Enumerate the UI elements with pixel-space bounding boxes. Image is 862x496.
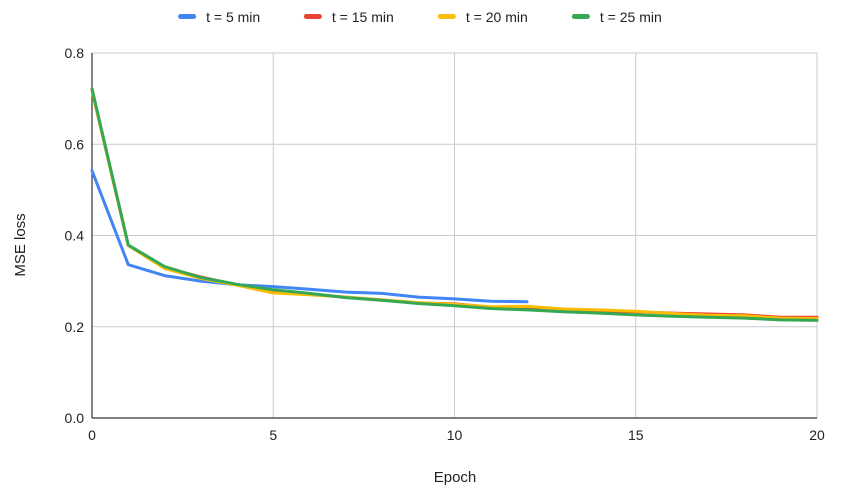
legend-label-3: t = 20 min (466, 9, 528, 25)
axes: 0.0 0.2 0.4 0.6 0.8 0 5 10 15 20 (65, 45, 825, 443)
x-tick-label: 5 (269, 427, 277, 443)
series-line-4 (90, 87, 819, 322)
legend-swatch-3 (437, 14, 456, 19)
grid (92, 52, 818, 418)
x-tick-label: 15 (628, 427, 644, 443)
legend-label-4: t = 25 min (600, 9, 662, 25)
y-tick-label: 0.4 (65, 228, 85, 244)
x-tick-label: 0 (88, 427, 96, 443)
legend-label-2: t = 15 min (332, 9, 394, 25)
y-tick-label: 0.6 (65, 136, 85, 152)
legend-swatch-4 (571, 14, 590, 19)
y-axis-label: MSE loss (12, 213, 29, 276)
x-axis-label: Epoch (434, 469, 477, 486)
y-tick-label: 0.8 (65, 45, 85, 61)
series-line-1 (90, 169, 529, 304)
legend: t = 5 min t = 15 min t = 20 min t = 25 min (178, 9, 662, 25)
y-tick-label: 0.0 (65, 410, 85, 426)
legend-label-1: t = 5 min (206, 9, 260, 25)
legend-swatch-1 (178, 14, 197, 19)
x-tick-label: 20 (809, 427, 825, 443)
x-tick-label: 10 (447, 427, 463, 443)
y-tick-label: 0.2 (65, 319, 85, 335)
legend-swatch-2 (303, 14, 322, 19)
series-lines (90, 87, 819, 322)
